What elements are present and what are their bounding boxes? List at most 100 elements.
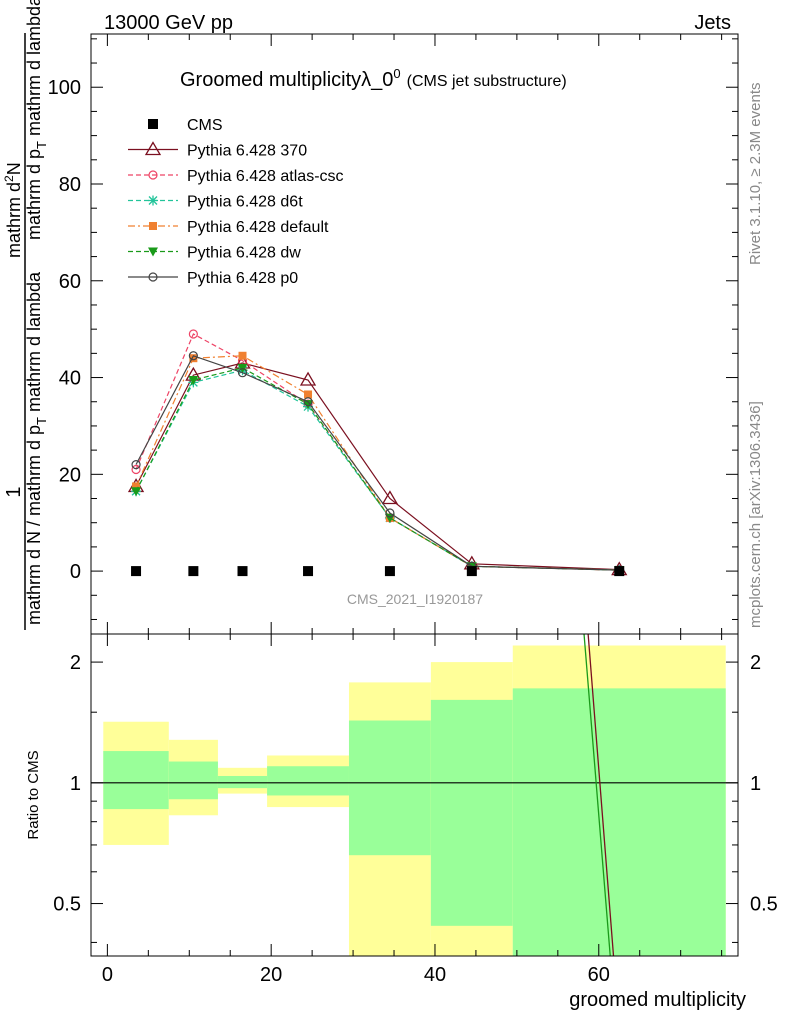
mcplots-label: mcplots.cern.ch [arXiv:1306.3436] [747, 401, 764, 628]
main-y-tick-label: 60 [59, 271, 81, 293]
series-point-6 [385, 508, 395, 518]
legend-label-4: Pythia 6.428 default [187, 219, 329, 236]
series-point-1 [299, 371, 317, 386]
cms-data-point [384, 566, 395, 577]
legend-marker-4 [149, 222, 157, 230]
series-point-1 [381, 490, 399, 505]
ylabel-second-top-sup: 2 [2, 175, 16, 182]
ratio-band-green [348, 720, 431, 856]
legend-marker-5 [148, 247, 158, 257]
series-point-4 [132, 482, 141, 491]
series-point-4 [238, 351, 247, 360]
ratio-y-tick-label: 0.5 [53, 894, 81, 916]
series-point-6 [303, 397, 313, 407]
series-point-5 [303, 400, 314, 410]
series-point-2 [188, 329, 198, 339]
legend-marker-3 [148, 195, 158, 206]
ylabel-frac-top: 1 [3, 486, 25, 497]
ylabel-frac-bottom-tail: mathrm d lambda [24, 271, 44, 417]
x-tick-label: 20 [260, 964, 282, 986]
legend-label-1: Pythia 6.428 370 [187, 143, 307, 160]
ratio-mc-line-1 [583, 633, 611, 957]
cms-data-point [237, 566, 248, 577]
category-label: Jets [694, 12, 731, 34]
ratio-band-green [103, 751, 169, 810]
ylabel-second-bottom-main: mathrm d p [24, 149, 44, 240]
main-panel-series [127, 329, 628, 577]
ratio-mc-line-0 [587, 633, 615, 957]
ratio-band-green [512, 688, 726, 956]
ylabel-frac-bottom-sub: T [34, 417, 49, 425]
series-line-2 [135, 333, 620, 571]
legend-label-3: Pythia 6.428 d6t [187, 194, 303, 211]
rivet-label: Rivet 3.1.10, ≥ 2.3M events [747, 83, 764, 266]
ylabel-second-bottom: mathrm d pT mathrm d lambda [24, 0, 49, 240]
chart-title-main: Groomed multiplicityλ_0 [180, 69, 393, 91]
series-point-6 [188, 351, 198, 361]
legend-marker-0 [148, 119, 158, 129]
legend-label-0: CMS [187, 117, 223, 134]
ratio-panel-lines [91, 633, 738, 957]
ratio-y-tick-label-right: 1 [750, 773, 761, 795]
ratio-frame-rect [90, 633, 739, 957]
series-point-5 [131, 487, 142, 497]
series-line-6 [135, 355, 620, 571]
series-point-4 [304, 390, 313, 399]
series-point-5 [188, 375, 199, 385]
series-point-2 [131, 464, 141, 475]
series-line-3 [135, 369, 620, 571]
chart-title: Groomed multiplicityλ_00 (CMS jet substru… [180, 66, 567, 91]
ylabel-frac-bottom-main: mathrm d N / mathrm d p [24, 425, 44, 625]
ratio-band-green [267, 766, 349, 796]
cms-data-point [303, 566, 314, 577]
ratio-band-green [217, 775, 268, 789]
chart-subtitle: (CMS jet substructure) [407, 73, 567, 90]
ratio-y-tick-label: 1 [70, 773, 81, 795]
ratio-y-label: Ratio to CMS [25, 750, 42, 839]
legend: CMS Pythia 6.428 370 Pythia 6.428 atlas-cs… [128, 117, 344, 287]
watermark: CMS_2021_I1920187 [347, 591, 483, 607]
ylabel-second-top: mathrm d2N [2, 162, 24, 258]
ratio-y-tick-label: 2 [70, 652, 81, 674]
main-y-tick-label: 100 [48, 77, 81, 99]
ylabel-second-top-main: mathrm d [4, 182, 24, 258]
cms-data-point [466, 566, 477, 577]
legend-marker-1 [144, 141, 162, 156]
x-axis-label: groomed multiplicity [569, 989, 746, 1011]
main-panel-frame: 0 20 40 60 80 100 [48, 33, 739, 635]
legend-marker-6 [148, 272, 158, 282]
ratio-y-tick-label-right: 2 [750, 652, 761, 674]
legend-marker-2 [148, 170, 158, 180]
series-line-4 [135, 355, 620, 571]
ylabel-second-top-tail: N [4, 162, 24, 175]
x-tick-label: 40 [424, 964, 446, 986]
series-point-6 [131, 460, 141, 470]
ratio-band-green [168, 761, 218, 800]
main-y-tick-label: 40 [59, 368, 81, 390]
ylabel-frac-bottom: mathrm d N / mathrm d pT mathrm d lambda [24, 271, 49, 625]
main-y-tick-label: 0 [70, 561, 81, 583]
energy-label: 13000 GeV pp [104, 12, 233, 34]
main-y-tick-label: 80 [59, 174, 81, 196]
cms-data-point [188, 566, 199, 577]
series-point-4 [189, 354, 198, 363]
series-line-1 [135, 362, 620, 571]
legend-label-2: Pythia 6.428 atlas-csc [187, 168, 344, 185]
ylabel-second-bottom-tail: mathrm d lambda [24, 0, 44, 141]
legend-label-5: Pythia 6.428 dw [187, 245, 301, 262]
series-point-6 [237, 368, 248, 378]
chart-title-sup: 0 [393, 66, 400, 81]
ratio-panel-frame: 0.5 0.51 12 20 20 40 60 [53, 633, 778, 986]
x-tick-label: 60 [588, 964, 610, 986]
cms-data-point [131, 566, 142, 577]
x-tick-label: 0 [102, 964, 113, 986]
ylabel-second-bottom-sub: T [34, 141, 49, 149]
ratio-y-tick-label-right: 0.5 [750, 894, 778, 916]
legend-label-6: Pythia 6.428 p0 [187, 270, 298, 287]
series-line-5 [135, 367, 620, 571]
ratio-band-green [430, 699, 513, 926]
cms-data-point [614, 566, 625, 577]
main-y-axis-label: 1 mathrm d N / mathrm d pT mathrm d lamb… [2, 0, 49, 630]
ratio-panel-bands [103, 645, 726, 956]
